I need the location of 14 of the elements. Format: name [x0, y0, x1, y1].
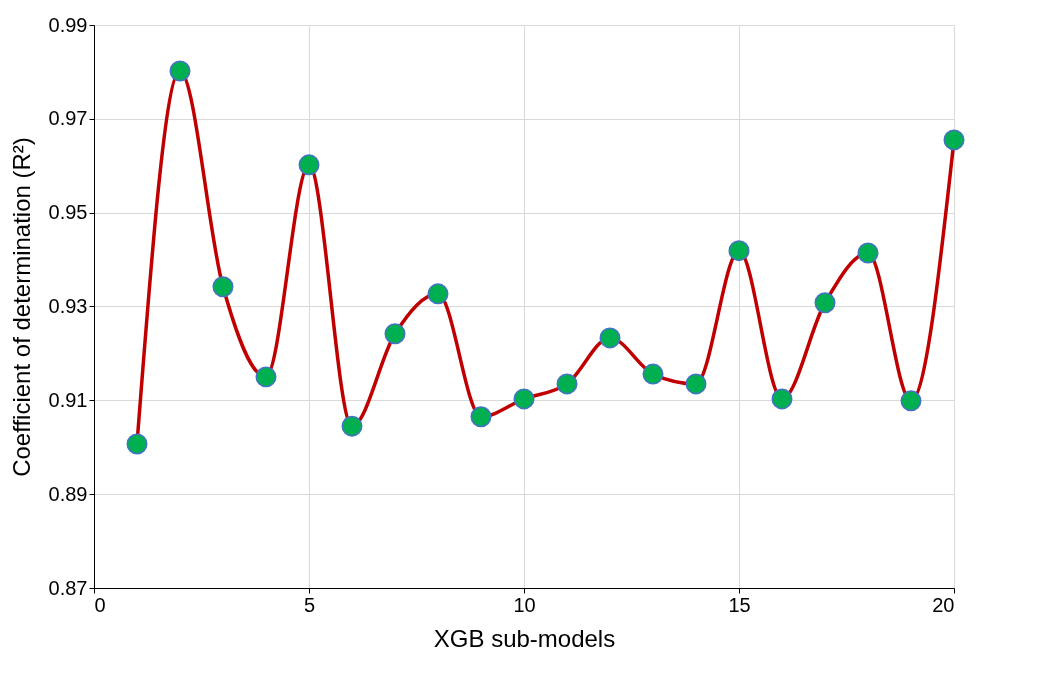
x-tick-label: 5: [303, 593, 316, 616]
x-tick-label: 10: [513, 593, 536, 616]
y-tick-label: 0.91: [48, 388, 88, 411]
y-tick-label: 0.87: [48, 576, 88, 599]
x-tick-label: 20: [932, 593, 955, 616]
y-tick-label: 0.89: [48, 482, 88, 505]
y-tick-label: 0.93: [48, 295, 88, 317]
x-tick-label: 0: [94, 593, 106, 616]
y-axis-title: Coefficient of determination (R²): [7, 137, 35, 477]
x-axis-title: XGB sub-models: [433, 624, 616, 652]
y-tick-label: 0.99: [48, 13, 88, 36]
y-tick-label: 0.95: [48, 201, 88, 224]
x-tick-label: 15: [728, 593, 751, 616]
y-tick-label: 0.97: [48, 107, 88, 130]
